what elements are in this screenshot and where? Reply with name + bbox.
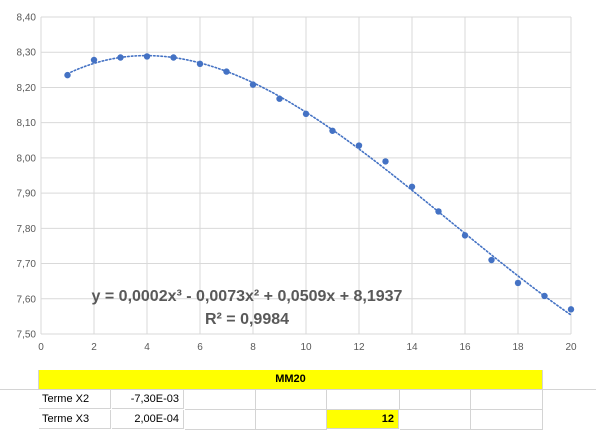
y-tick-label: 8,30 <box>17 48 37 59</box>
sheet-cell[interactable] <box>327 390 400 410</box>
sheet-cell[interactable] <box>185 390 256 410</box>
y-tick-label: 7,50 <box>17 330 37 341</box>
x-tick-label: 12 <box>353 342 365 353</box>
data-points <box>64 53 575 313</box>
sheet-cell[interactable] <box>185 410 256 430</box>
y-tick-label: 8,10 <box>17 118 37 129</box>
row-label-cell[interactable]: Terme X2 <box>39 390 111 409</box>
x-tick-label: 2 <box>91 342 97 353</box>
data-point <box>223 68 230 75</box>
y-tick-label: 8,40 <box>17 13 37 24</box>
data-point <box>143 53 151 60</box>
data-point <box>196 60 204 68</box>
trendline-equation: y = 0,0002x³ - 0,0073x² + 0,0509x + 8,19… <box>92 288 403 305</box>
row-value-cell[interactable]: -7,30E-03 <box>112 390 184 409</box>
data-point <box>276 95 283 102</box>
x-tick-label: 14 <box>406 342 418 353</box>
data-point <box>488 256 495 264</box>
sheet-cell[interactable] <box>400 410 471 430</box>
y-tick-label: 7,70 <box>17 259 37 270</box>
row-value-cell[interactable]: 2,00E-04 <box>112 410 184 429</box>
trend-scatter-chart: 7,50 7,60 7,70 7,80 7,90 8,00 8,10 8,20 8,30 8,40… <box>17 13 577 354</box>
x-tick-label: 10 <box>300 342 312 353</box>
x-tick-label: 20 <box>565 342 577 353</box>
chart-area[interactable]: 7,50 7,60 7,70 7,80 7,90 8,00 8,10 8,20 8,30 8,40… <box>0 0 596 366</box>
x-tick-label: 8 <box>250 342 256 353</box>
y-tick-label: 7,90 <box>17 189 37 200</box>
x-axis-ticks: 0 2 4 6 8 10 12 14 16 18 20 <box>38 342 577 353</box>
x-tick-label: 4 <box>144 342 150 353</box>
data-point <box>461 232 469 239</box>
x-tick-label: 0 <box>38 342 44 353</box>
data-point <box>382 158 389 165</box>
trendline <box>66 54 572 316</box>
data-point <box>435 208 442 215</box>
row-label-cell[interactable]: Terme X3 <box>39 410 111 429</box>
y-tick-label: 8,20 <box>17 83 37 94</box>
x-tick-label: 6 <box>197 342 203 353</box>
spreadsheet-grid: MM20 Terme X2 -7,30E-03 Terme X3 2,00E-0… <box>0 370 596 432</box>
data-point <box>541 292 548 300</box>
sheet-cell[interactable] <box>256 410 327 430</box>
sheet-row-header: MM20 <box>0 370 596 390</box>
x-tick-label: 16 <box>459 342 471 353</box>
sheet-row: Terme X3 2,00E-04 12 <box>0 410 596 430</box>
data-point <box>170 54 177 61</box>
highlighted-value-cell[interactable]: 12 <box>327 410 399 429</box>
mm20-header-cell[interactable]: MM20 <box>39 370 543 390</box>
data-point <box>355 142 363 149</box>
x-tick-label: 18 <box>512 342 524 353</box>
data-point <box>117 54 124 61</box>
data-point <box>302 110 310 118</box>
data-point <box>514 279 522 287</box>
data-point <box>64 71 71 79</box>
y-tick-label: 7,80 <box>17 224 37 235</box>
sheet-cell[interactable] <box>543 370 596 390</box>
data-point <box>567 306 575 313</box>
sheet-cell[interactable] <box>400 390 471 410</box>
gridlines <box>40 16 572 335</box>
data-point <box>90 56 98 64</box>
data-point <box>329 127 336 134</box>
trendline-curve <box>66 54 572 316</box>
r-squared-label: R² = 0,9984 <box>205 311 289 328</box>
y-tick-label: 8,00 <box>17 153 37 164</box>
y-tick-label: 7,60 <box>17 294 37 305</box>
sheet-cell[interactable] <box>471 390 543 410</box>
data-point <box>408 183 416 190</box>
sheet-cell[interactable] <box>471 410 543 430</box>
sheet-row: Terme X2 -7,30E-03 <box>0 390 596 410</box>
sheet-cell[interactable] <box>256 390 327 410</box>
data-point <box>249 81 257 88</box>
sheet-cell[interactable] <box>0 370 39 390</box>
y-axis-ticks: 7,50 7,60 7,70 7,80 7,90 8,00 8,10 8,20 8,30 8,40 <box>17 13 37 341</box>
